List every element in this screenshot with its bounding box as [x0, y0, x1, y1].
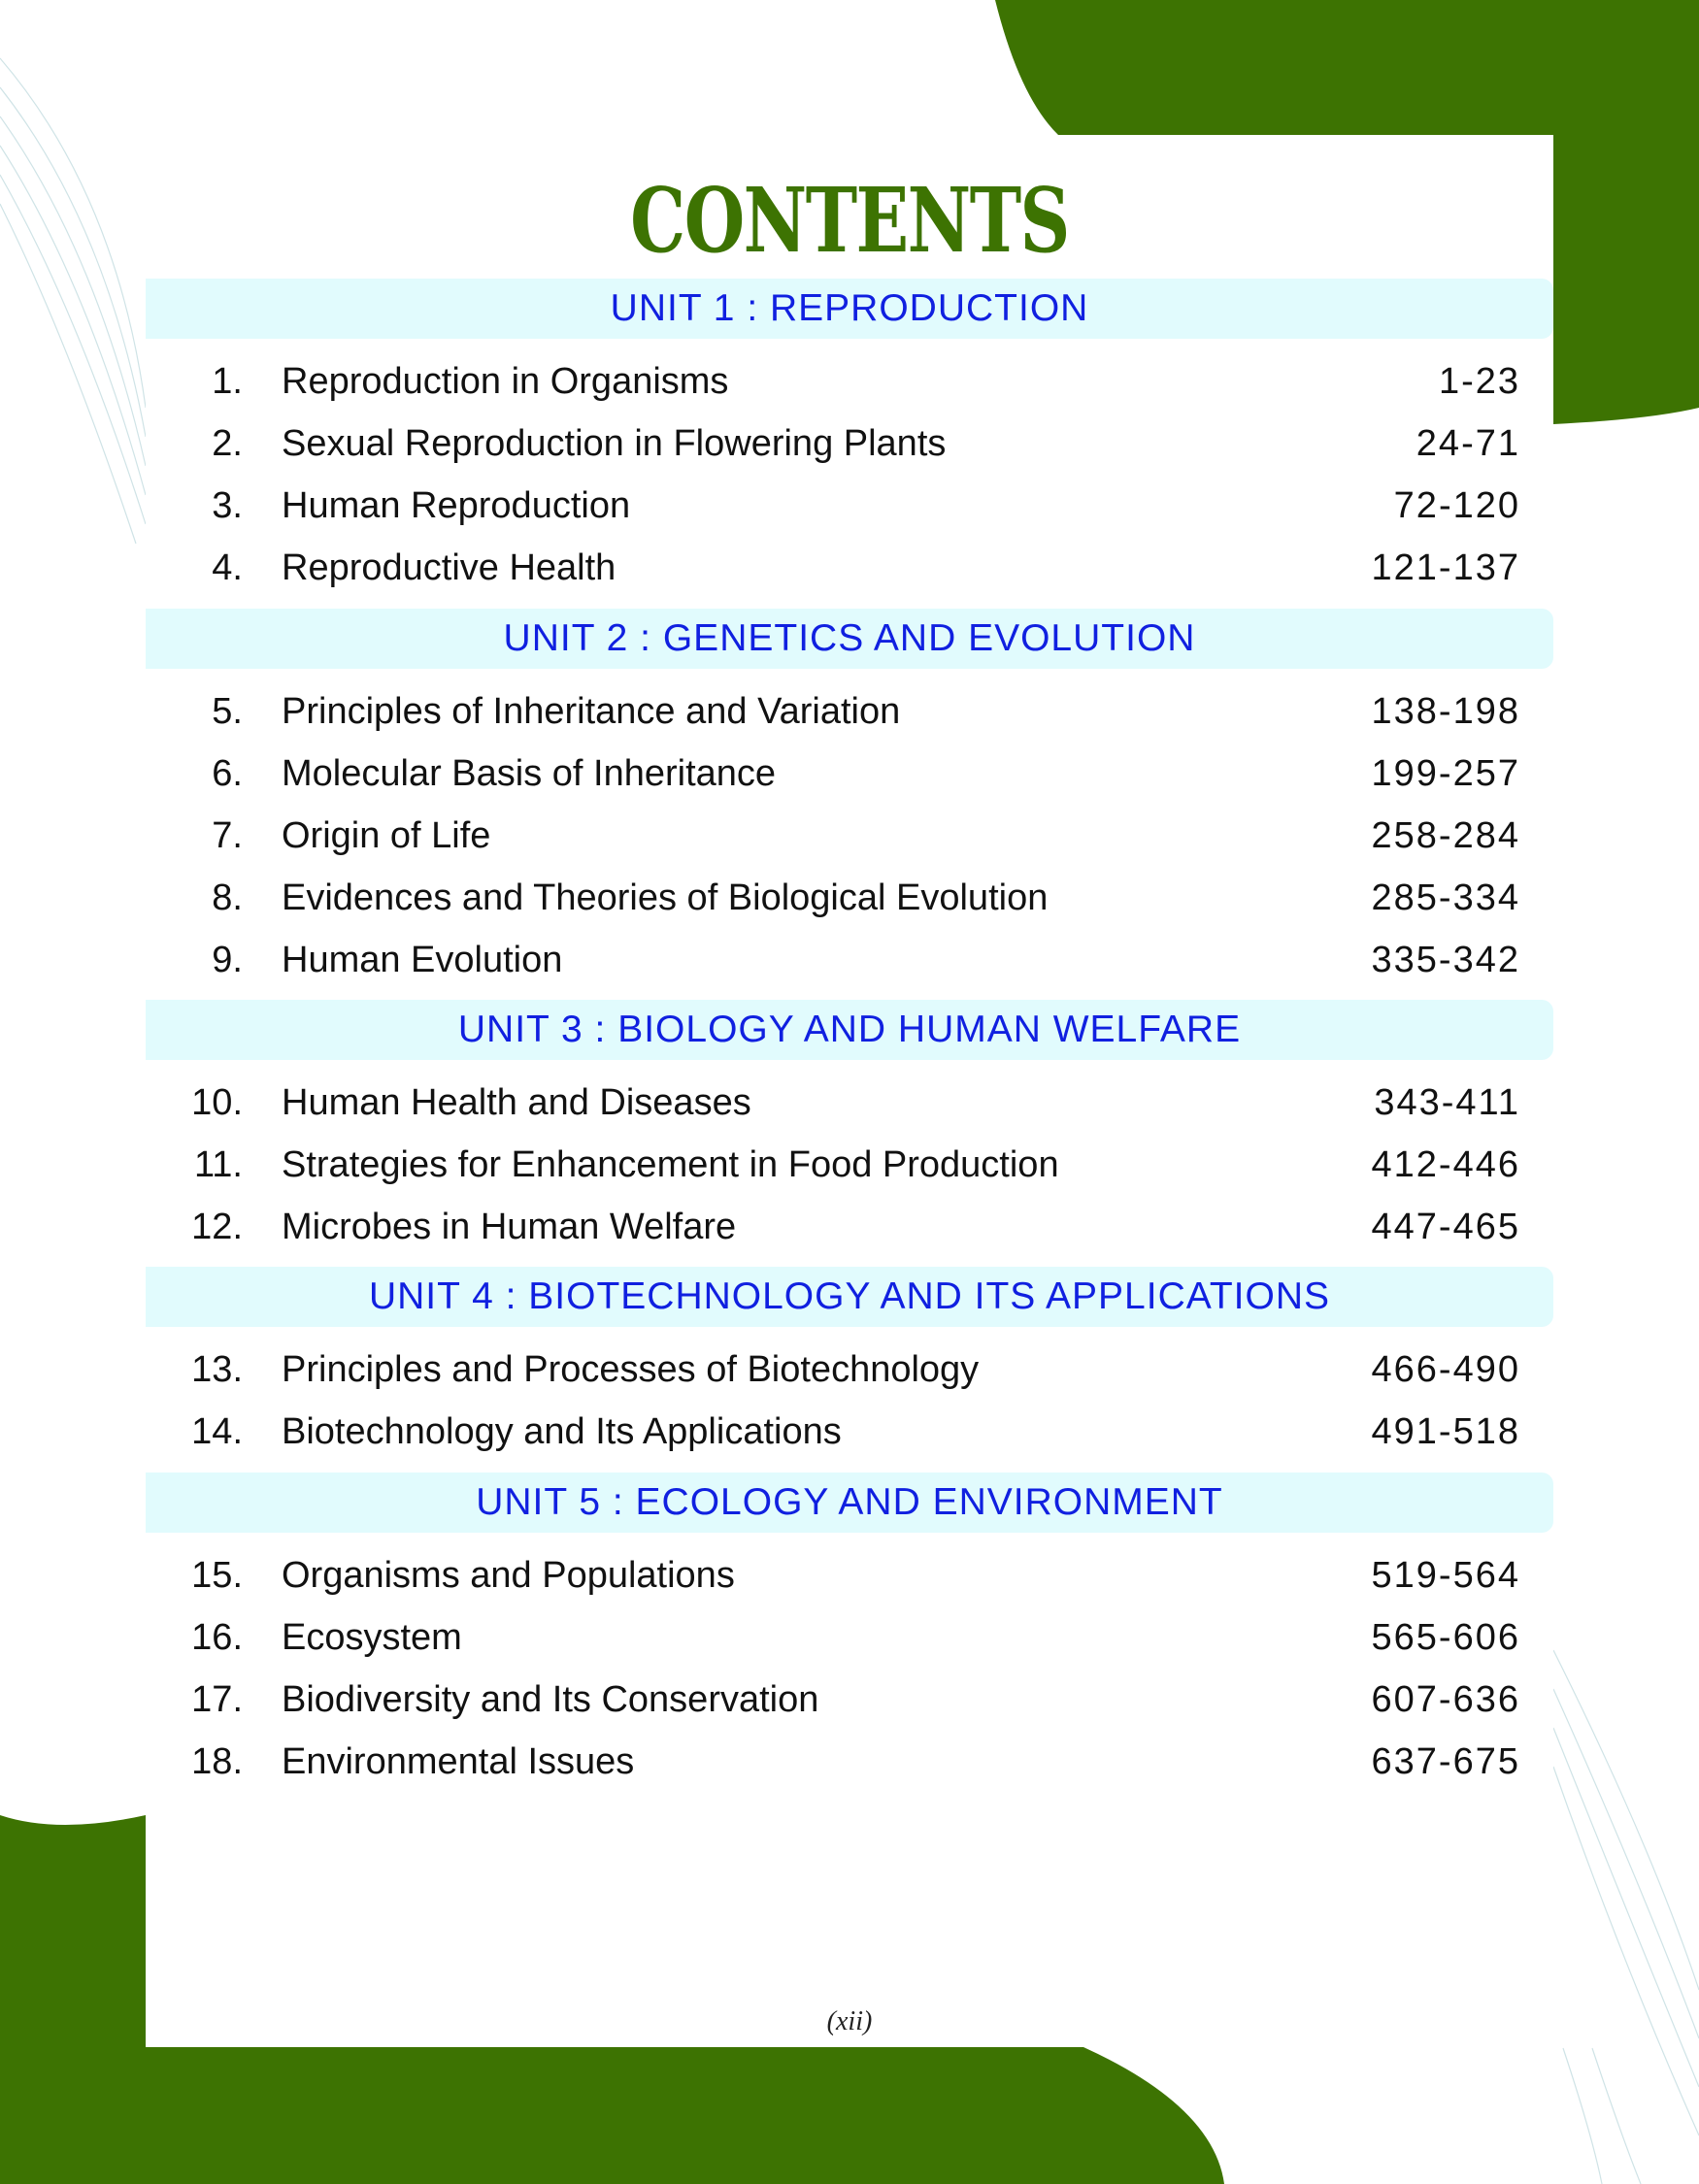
chapter-number: 2. — [212, 423, 243, 464]
chapter-number: 10. — [191, 1082, 243, 1123]
chapter-pages: 24-71 — [1416, 423, 1520, 464]
chapter-number: 1. — [212, 361, 243, 402]
chapter-row[interactable]: 1. Reproduction in Organisms 1-23 — [146, 352, 1553, 411]
chapter-title: Human Reproduction — [282, 485, 631, 526]
wave-lines-right — [1552, 1649, 1699, 2184]
chapter-pages: 343-411 — [1374, 1082, 1520, 1123]
chapter-pages: 565-606 — [1371, 1617, 1520, 1658]
chapter-row[interactable]: 18. Environmental Issues 637-675 — [146, 1733, 1553, 1791]
chapter-pages: 637-675 — [1371, 1741, 1520, 1782]
chapter-title: Human Evolution — [282, 940, 563, 980]
chapter-title: Reproductive Health — [282, 547, 616, 588]
page-number: (xii) — [826, 2006, 873, 2036]
chapter-pages: 335-342 — [1371, 940, 1520, 980]
chapter-number: 18. — [191, 1741, 243, 1782]
chapter-row[interactable]: 13. Principles and Processes of Biotechno… — [146, 1340, 1553, 1399]
chapter-pages: 466-490 — [1371, 1349, 1520, 1390]
chapter-title: Principles and Processes of Biotechnolog… — [282, 1349, 980, 1390]
chapter-title: Ecosystem — [282, 1617, 462, 1658]
chapter-row[interactable]: 15. Organisms and Populations 519-564 — [146, 1546, 1553, 1605]
unit-header: UNIT 5 : ECOLOGY AND ENVIRONMENT — [146, 1473, 1553, 1533]
chapter-number: 14. — [191, 1411, 243, 1452]
wave-lines-left — [0, 57, 147, 545]
green-shape-top-right — [995, 0, 1699, 424]
chapter-pages: 491-518 — [1371, 1411, 1520, 1452]
chapter-pages: 447-465 — [1371, 1207, 1520, 1247]
chapter-row[interactable]: 14. Biotechnology and Its Applications 491… — [146, 1403, 1553, 1461]
chapter-title: Origin of Life — [282, 815, 491, 856]
chapter-title: Environmental Issues — [282, 1741, 635, 1782]
chapter-number: 9. — [212, 940, 243, 980]
chapter-row[interactable]: 8. Evidences and Theories of Biological E… — [146, 869, 1553, 927]
chapter-row[interactable]: 5. Principles of Inheritance and Variatio… — [146, 682, 1553, 741]
chapter-title: Organisms and Populations — [282, 1555, 735, 1596]
unit-header: UNIT 1 : REPRODUCTION — [146, 279, 1553, 339]
chapter-number: 7. — [212, 815, 243, 856]
chapter-title: Biodiversity and Its Conservation — [282, 1679, 819, 1720]
chapter-title: Reproduction in Organisms — [282, 361, 729, 402]
chapter-number: 15. — [191, 1555, 243, 1596]
green-shape-bottom-left — [0, 1815, 1224, 2184]
chapter-number: 16. — [191, 1617, 243, 1658]
chapter-title: Microbes in Human Welfare — [282, 1207, 737, 1247]
chapter-number: 3. — [212, 485, 243, 526]
chapter-title: Molecular Basis of Inheritance — [282, 753, 777, 794]
unit-header: UNIT 4 : BIOTECHNOLOGY AND ITS APPLICATI… — [146, 1267, 1553, 1327]
chapter-row[interactable]: 4. Reproductive Health 121-137 — [146, 539, 1553, 597]
chapter-title: Human Health and Diseases — [282, 1082, 751, 1123]
chapter-row[interactable]: 12. Microbes in Human Welfare 447-465 — [146, 1198, 1553, 1256]
unit-header: UNIT 3 : BIOLOGY AND HUMAN WELFARE — [146, 1000, 1553, 1060]
chapter-pages: 607-636 — [1371, 1679, 1520, 1720]
chapter-title: Biotechnology and Its Applications — [282, 1411, 842, 1452]
chapter-row[interactable]: 10. Human Health and Diseases 343-411 — [146, 1074, 1553, 1132]
chapter-row[interactable]: 11. Strategies for Enhancement in Food Pr… — [146, 1136, 1553, 1194]
unit-header: UNIT 2 : GENETICS AND EVOLUTION — [146, 609, 1553, 669]
chapter-row[interactable]: 9. Human Evolution 335-342 — [146, 931, 1553, 989]
chapter-row[interactable]: 7. Origin of Life 258-284 — [146, 807, 1553, 865]
chapter-title: Principles of Inheritance and Variation — [282, 691, 901, 732]
chapter-number: 4. — [212, 547, 243, 588]
chapter-number: 6. — [212, 753, 243, 794]
chapter-title: Sexual Reproduction in Flowering Plants — [282, 423, 947, 464]
chapter-number: 11. — [193, 1144, 243, 1185]
chapter-number: 5. — [212, 691, 243, 732]
chapter-pages: 412-446 — [1371, 1144, 1520, 1185]
chapter-title: Evidences and Theories of Biological Evo… — [282, 877, 1049, 918]
chapter-row[interactable]: 3. Human Reproduction 72-120 — [146, 477, 1553, 535]
chapter-pages: 519-564 — [1371, 1555, 1520, 1596]
chapter-row[interactable]: 6. Molecular Basis of Inheritance 199-257 — [146, 745, 1553, 803]
chapter-title: Strategies for Enhancement in Food Produ… — [282, 1144, 1059, 1185]
chapter-row[interactable]: 16. Ecosystem 565-606 — [146, 1608, 1553, 1667]
chapter-pages: 258-284 — [1371, 815, 1520, 856]
chapter-number: 13. — [191, 1349, 243, 1390]
chapter-pages: 199-257 — [1371, 753, 1520, 794]
chapter-pages: 1-23 — [1438, 361, 1520, 402]
chapter-number: 12. — [191, 1207, 243, 1247]
chapter-pages: 121-137 — [1371, 547, 1520, 588]
chapter-number: 17. — [191, 1679, 243, 1720]
chapter-pages: 72-120 — [1393, 485, 1520, 526]
page-title: CONTENTS — [630, 168, 1070, 273]
chapter-number: 8. — [212, 877, 243, 918]
chapter-pages: 138-198 — [1371, 691, 1520, 732]
chapter-row[interactable]: 17. Biodiversity and Its Conservation 607-… — [146, 1671, 1553, 1729]
chapter-pages: 285-334 — [1371, 877, 1520, 918]
chapter-row[interactable]: 2. Sexual Reproduction in Flowering Plant… — [146, 414, 1553, 473]
contents-panel: CONTENTS (xii) — [146, 135, 1553, 2047]
